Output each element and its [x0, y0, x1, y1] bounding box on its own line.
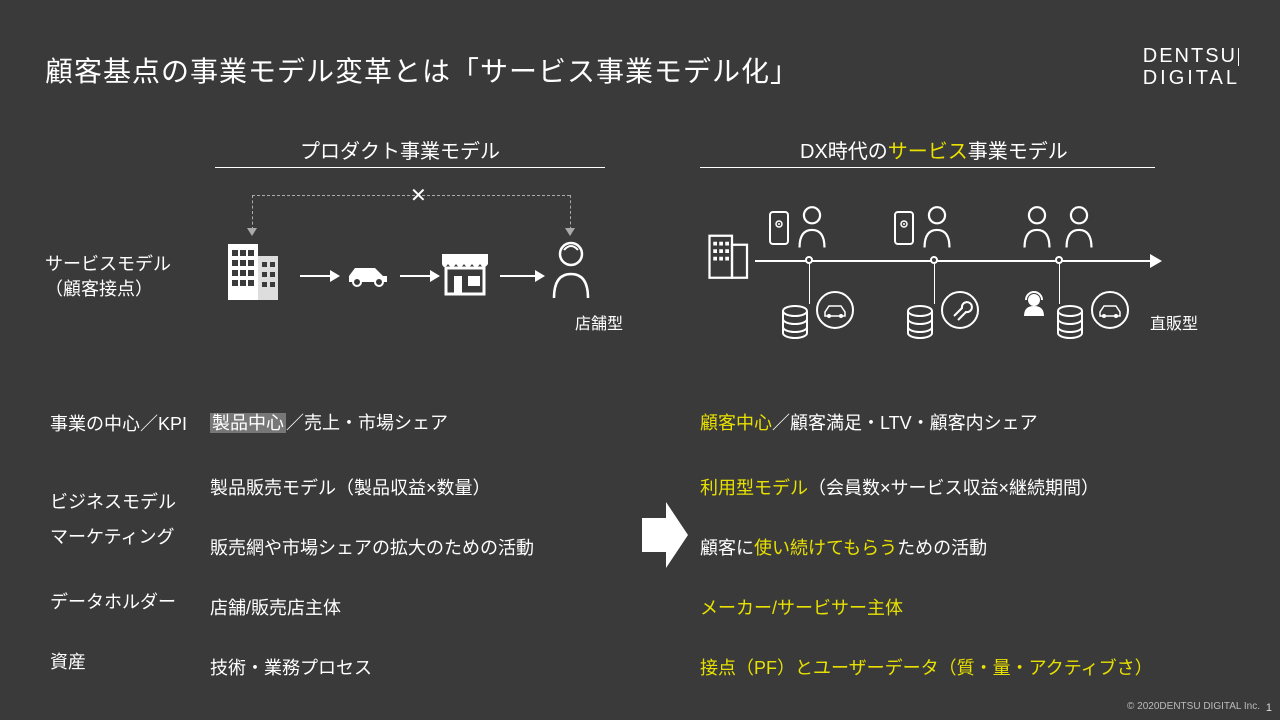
col-head-left: プロダクト事業モデル — [300, 135, 500, 164]
right-mkt: 顧客に使い続けてもらうための活動 — [700, 535, 987, 562]
arrow-icon — [400, 275, 430, 277]
left-asset: 技術・業務プロセス — [210, 655, 372, 682]
col-head-right: DX時代のサービス事業モデル — [800, 135, 1068, 164]
right-asset: 接点（PF）とユーザーデータ（質・量・アクティブさ） — [700, 655, 1153, 682]
arrow-icon — [300, 275, 330, 277]
row-label-asset: 資産 — [50, 650, 86, 675]
database-icon — [1055, 305, 1085, 341]
left-mkt: 販売網や市場シェアの拡大のための活動 — [210, 535, 534, 562]
person-icon — [1020, 205, 1054, 249]
row-label-kpi: 事業の中心／KPI — [50, 412, 187, 437]
big-arrow-icon — [640, 500, 690, 570]
store-icon — [440, 250, 490, 296]
row-label-data: データホルダー — [50, 590, 176, 615]
person-icon — [548, 240, 594, 300]
arrow-icon — [500, 275, 535, 277]
building-icon — [226, 240, 282, 302]
row-label-service: サービスモデル （顧客接点） — [45, 252, 171, 302]
left-kpi: 製品中心／売上・市場シェア — [210, 410, 448, 437]
database-icon — [905, 305, 935, 341]
row-label-mkt: マーケティング — [50, 525, 175, 550]
car-circle-icon — [815, 290, 855, 330]
phone-icon — [768, 210, 790, 246]
right-kpi: 顧客中心／顧客満足・LTV・顧客内シェア — [700, 410, 1038, 437]
logo-l1: DENTSU — [1143, 45, 1237, 67]
underline-right — [700, 167, 1155, 168]
logo-l2: DIGITAL — [1143, 67, 1240, 89]
copyright: © 2020DENTSU DIGITAL Inc. — [1127, 701, 1260, 712]
x-mark: ✕ — [410, 183, 427, 208]
person-icon — [920, 205, 954, 249]
right-biz: 利用型モデル（会員数×サービス収益×継続期間） — [700, 475, 1099, 502]
person-icon — [795, 205, 829, 249]
left-data: 店舗/販売店主体 — [210, 595, 341, 622]
car-circle-icon — [1090, 290, 1130, 330]
database-icon — [780, 305, 810, 341]
person-icon — [1062, 205, 1096, 249]
left-diagram-caption: 店舗型 — [575, 310, 623, 334]
right-diagram-caption: 直販型 — [1150, 310, 1198, 334]
building-icon — [708, 232, 750, 280]
logo: DENTSU DIGITAL — [1143, 45, 1240, 89]
phone-icon — [893, 210, 915, 246]
page-number: 1 — [1266, 702, 1272, 714]
slide-title: 顧客基点の事業モデル変革とは「サービス事業モデル化」 — [45, 50, 799, 90]
left-biz: 製品販売モデル（製品収益×数量） — [210, 475, 491, 502]
car-icon — [345, 262, 391, 288]
right-data: メーカー/サービサー主体 — [700, 595, 903, 622]
axis-line — [755, 260, 1150, 262]
headset-icon — [1020, 290, 1048, 318]
wrench-circle-icon — [940, 290, 980, 330]
underline-left — [215, 167, 605, 168]
row-label-biz: ビジネスモデル — [50, 490, 176, 515]
